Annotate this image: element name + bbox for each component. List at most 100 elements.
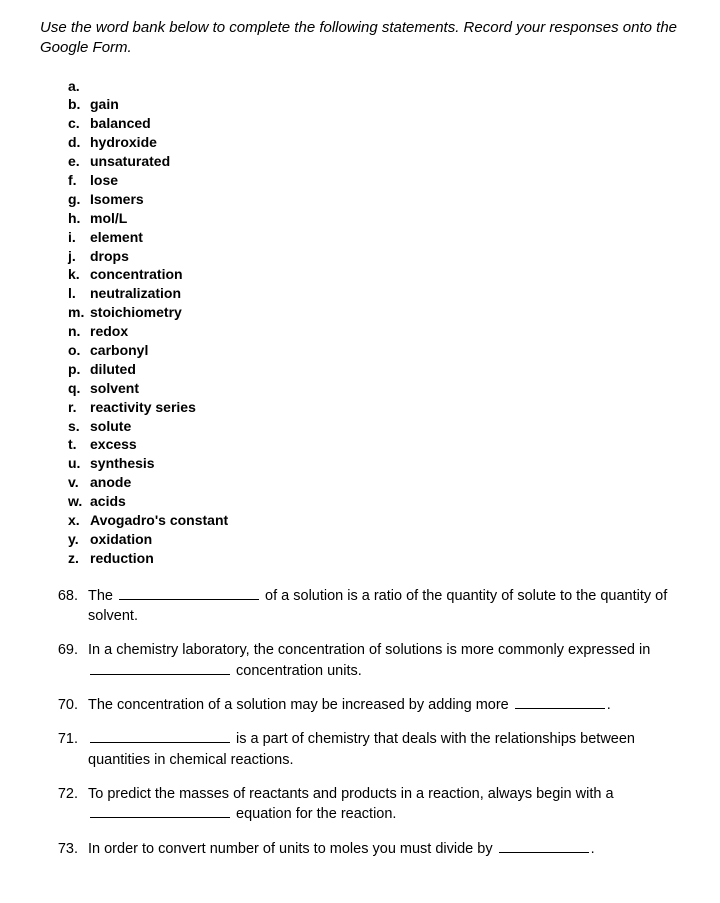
wb-letter: i.	[68, 228, 90, 247]
wordbank-item: r.reactivity series	[68, 398, 680, 417]
wordbank-item: j.drops	[68, 247, 680, 266]
wb-letter: d.	[68, 133, 90, 152]
wb-letter: j.	[68, 247, 90, 266]
wordbank-item: z.reduction	[68, 549, 680, 568]
wb-word: carbonyl	[90, 341, 680, 360]
wordbank-item: n.redox	[68, 322, 680, 341]
wb-word: solute	[90, 417, 680, 436]
wb-word: oxidation	[90, 530, 680, 549]
wordbank-item: q.solvent	[68, 379, 680, 398]
wordbank-item: x.Avogadro's constant	[68, 511, 680, 530]
fill-blank[interactable]	[119, 586, 259, 600]
wb-letter: n.	[68, 322, 90, 341]
wb-letter: m.	[68, 303, 90, 322]
question-number: 68.	[40, 586, 88, 606]
q-pre: The concentration of a solution may be i…	[88, 697, 513, 713]
wordbank-item: y.oxidation	[68, 530, 680, 549]
wordbank-item: p.diluted	[68, 360, 680, 379]
question-number: 69.	[40, 640, 88, 660]
question-text: The of a solution is a ratio of the quan…	[88, 586, 680, 627]
wb-word: excess	[90, 435, 680, 454]
question-71: 71. is a part of chemistry that deals wi…	[40, 729, 680, 770]
wb-word: Avogadro's constant	[90, 511, 680, 530]
wb-letter: w.	[68, 492, 90, 511]
wb-letter: o.	[68, 341, 90, 360]
q-pre: In a chemistry laboratory, the concentra…	[88, 642, 650, 658]
fill-blank[interactable]	[90, 661, 230, 675]
q-pre: In order to convert number of units to m…	[88, 841, 497, 857]
wb-word: stoichiometry	[90, 303, 680, 322]
wordbank-item: h.mol/L	[68, 209, 680, 228]
wb-letter: l.	[68, 284, 90, 303]
q-pre: To predict the masses of reactants and p…	[88, 786, 614, 802]
wb-word: mol/L	[90, 209, 680, 228]
question-text: The concentration of a solution may be i…	[88, 695, 680, 715]
wb-letter: e.	[68, 152, 90, 171]
instruction-text: Use the word bank below to complete the …	[40, 18, 680, 59]
wb-word: gain	[90, 95, 680, 114]
wb-word: balanced	[90, 114, 680, 133]
question-text: In a chemistry laboratory, the concentra…	[88, 640, 680, 681]
wb-letter: t.	[68, 435, 90, 454]
wb-word: concentration	[90, 265, 680, 284]
word-bank: a. b.gain c.balanced d.hydroxide e.unsat…	[68, 77, 680, 568]
wordbank-item: c.balanced	[68, 114, 680, 133]
wb-letter: k.	[68, 265, 90, 284]
wordbank-item: m.stoichiometry	[68, 303, 680, 322]
wb-letter: u.	[68, 454, 90, 473]
fill-blank[interactable]	[499, 839, 589, 853]
wb-letter: c.	[68, 114, 90, 133]
wb-word: reduction	[90, 549, 680, 568]
wb-word: reactivity series	[90, 398, 680, 417]
wordbank-item: u.synthesis	[68, 454, 680, 473]
wb-word: solvent	[90, 379, 680, 398]
wb-word: redox	[90, 322, 680, 341]
fill-blank[interactable]	[90, 804, 230, 818]
question-number: 73.	[40, 839, 88, 859]
question-text: In order to convert number of units to m…	[88, 839, 680, 859]
question-text: is a part of chemistry that deals with t…	[88, 729, 680, 770]
wordbank-item: a.	[68, 77, 680, 96]
wb-word: synthesis	[90, 454, 680, 473]
wb-letter: h.	[68, 209, 90, 228]
wb-letter: r.	[68, 398, 90, 417]
fill-blank[interactable]	[515, 695, 605, 709]
wordbank-item: b.gain	[68, 95, 680, 114]
wordbank-item: i.element	[68, 228, 680, 247]
wordbank-item: g.Isomers	[68, 190, 680, 209]
question-number: 71.	[40, 729, 88, 749]
wb-letter: q.	[68, 379, 90, 398]
wb-word: element	[90, 228, 680, 247]
wb-letter: v.	[68, 473, 90, 492]
wordbank-item: w.acids	[68, 492, 680, 511]
question-73: 73. In order to convert number of units …	[40, 839, 680, 859]
wb-letter: z.	[68, 549, 90, 568]
wb-word: neutralization	[90, 284, 680, 303]
wb-word: drops	[90, 247, 680, 266]
q-post: .	[607, 697, 611, 713]
wordbank-item: e.unsaturated	[68, 152, 680, 171]
wordbank-item: t.excess	[68, 435, 680, 454]
wb-word: anode	[90, 473, 680, 492]
wordbank-item: s.solute	[68, 417, 680, 436]
question-68: 68. The of a solution is a ratio of the …	[40, 586, 680, 627]
question-69: 69. In a chemistry laboratory, the conce…	[40, 640, 680, 681]
wb-letter: g.	[68, 190, 90, 209]
wb-letter: b.	[68, 95, 90, 114]
wordbank-item: f.lose	[68, 171, 680, 190]
wb-letter: y.	[68, 530, 90, 549]
wb-word: Isomers	[90, 190, 680, 209]
wb-letter: s.	[68, 417, 90, 436]
question-text: To predict the masses of reactants and p…	[88, 784, 680, 825]
question-number: 70.	[40, 695, 88, 715]
question-72: 72. To predict the masses of reactants a…	[40, 784, 680, 825]
worksheet-page: Use the word bank below to complete the …	[0, 0, 720, 903]
wb-word: acids	[90, 492, 680, 511]
question-70: 70. The concentration of a solution may …	[40, 695, 680, 715]
wb-letter: f.	[68, 171, 90, 190]
wb-word: lose	[90, 171, 680, 190]
q-pre: The	[88, 588, 117, 604]
wordbank-item: d.hydroxide	[68, 133, 680, 152]
fill-blank[interactable]	[90, 729, 230, 743]
wb-letter: p.	[68, 360, 90, 379]
